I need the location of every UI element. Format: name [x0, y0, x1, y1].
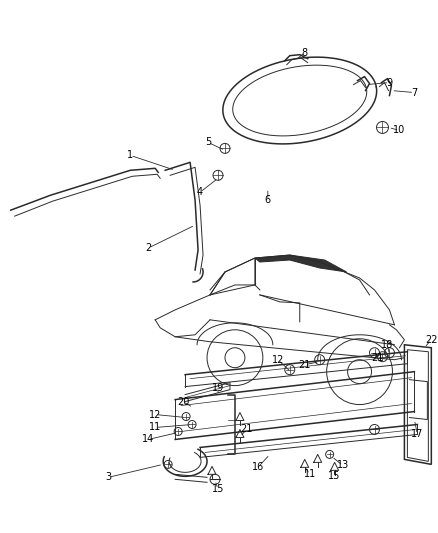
- Text: 17: 17: [410, 430, 423, 440]
- Polygon shape: [403, 345, 431, 464]
- Text: 3: 3: [105, 472, 111, 482]
- Text: 12: 12: [271, 354, 283, 365]
- Text: 4: 4: [197, 187, 203, 197]
- Text: 11: 11: [149, 423, 161, 432]
- Text: 9: 9: [385, 78, 392, 87]
- Text: 12: 12: [148, 409, 161, 419]
- Text: 20: 20: [177, 397, 189, 407]
- Text: 15: 15: [328, 471, 340, 481]
- Text: 2: 2: [145, 243, 151, 253]
- Text: 11: 11: [303, 470, 315, 479]
- Text: 18: 18: [381, 340, 393, 350]
- Text: 5: 5: [205, 138, 211, 148]
- Text: 21: 21: [298, 360, 310, 370]
- Text: 14: 14: [142, 434, 154, 445]
- Text: 21: 21: [371, 353, 383, 363]
- Text: 21: 21: [240, 424, 253, 434]
- Text: 8: 8: [301, 47, 307, 58]
- Text: 7: 7: [410, 87, 417, 98]
- Text: 16: 16: [251, 462, 263, 472]
- Polygon shape: [406, 350, 427, 462]
- Text: 22: 22: [424, 335, 437, 345]
- Text: 19: 19: [212, 383, 224, 393]
- Text: 15: 15: [211, 484, 224, 494]
- Text: 1: 1: [127, 150, 133, 160]
- Text: 13: 13: [336, 461, 348, 470]
- Polygon shape: [254, 255, 346, 272]
- Text: 10: 10: [392, 125, 405, 135]
- Text: 6: 6: [264, 195, 270, 205]
